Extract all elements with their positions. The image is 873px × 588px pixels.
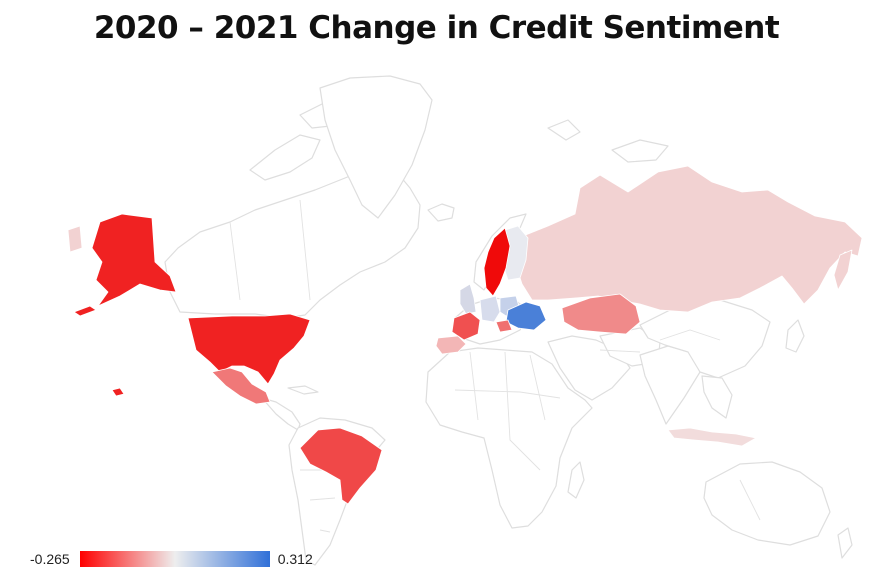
land-arctic-russia-isles (611, 139, 669, 163)
highlighted-regions (67, 165, 863, 505)
land-madagascar (567, 461, 585, 499)
legend-min-label: -0.265 (30, 551, 70, 567)
land-japan (785, 319, 805, 353)
region-chukotka[interactable] (67, 225, 83, 253)
region-sweden[interactable] (483, 227, 511, 297)
color-legend: -0.265 0.312 (30, 549, 313, 569)
region-russia-kamchatka[interactable] (833, 249, 853, 291)
region-united-states[interactable] (187, 313, 311, 385)
land-australia (703, 461, 831, 546)
map-borders (229, 199, 761, 533)
region-indonesia[interactable] (667, 427, 757, 447)
region-alaska[interactable] (91, 213, 177, 307)
region-united-kingdom[interactable] (459, 283, 477, 315)
region-russia[interactable] (514, 165, 863, 313)
land-greenland (319, 75, 433, 219)
region-brazil[interactable] (299, 427, 383, 505)
land-iceland (427, 203, 455, 222)
legend-gradient-bar (79, 551, 270, 567)
region-kazakhstan[interactable] (561, 293, 641, 335)
map-title: 2020 – 2021 Change in Credit Sentiment (93, 10, 780, 46)
land-svalbard (547, 119, 581, 141)
region-france[interactable] (451, 311, 481, 341)
region-mexico[interactable] (211, 367, 271, 405)
land-canada (164, 167, 421, 319)
base-land (164, 75, 853, 566)
land-new-zealand (837, 527, 853, 559)
region-alaska-aleutians[interactable] (73, 305, 97, 317)
land-africa (425, 347, 593, 529)
land-southeast-asia (701, 375, 733, 419)
region-germany[interactable] (479, 295, 501, 323)
land-caribbean (287, 385, 319, 395)
region-hawaii[interactable] (111, 387, 125, 397)
region-spain[interactable] (435, 335, 467, 355)
region-balkans[interactable] (495, 319, 513, 333)
land-central-america (261, 397, 301, 431)
land-arctic-islands (249, 134, 321, 181)
legend-max-label: 0.312 (277, 551, 313, 567)
